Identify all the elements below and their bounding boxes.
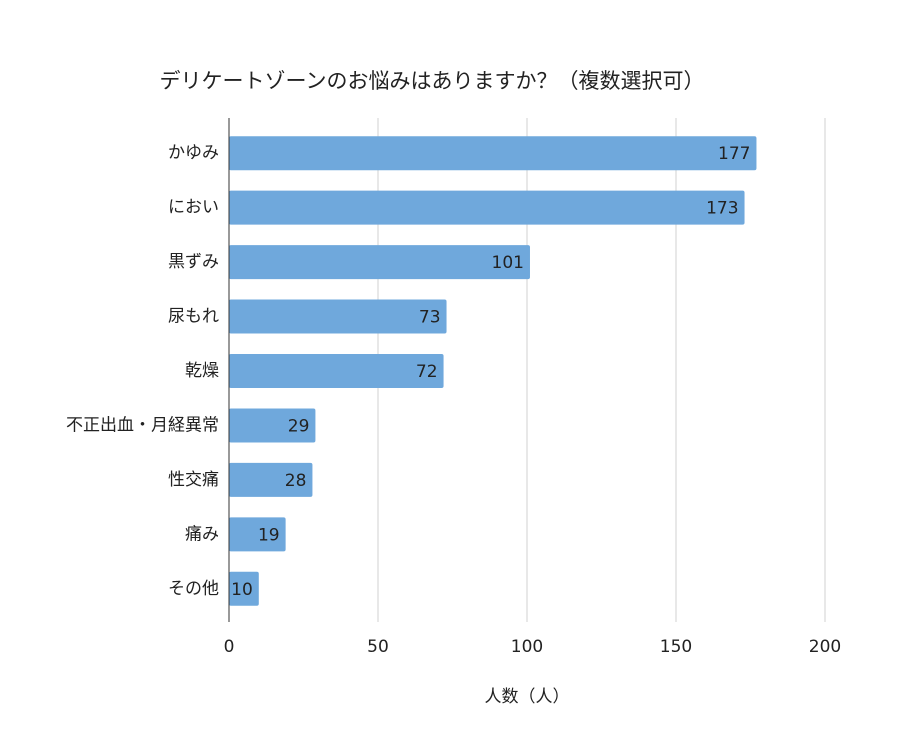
bar [229, 462, 313, 497]
data-label: 177 [718, 144, 750, 164]
x-tick-label: 0 [224, 637, 235, 657]
y-tick-label: 乾燥 [185, 361, 219, 381]
x-tick-label: 150 [660, 637, 692, 657]
x-axis-label: 人数（人） [485, 687, 570, 707]
data-label: 10 [231, 580, 253, 600]
y-tick-label: 不正出血・月経異常 [66, 415, 219, 435]
y-tick-label: 尿もれ [168, 307, 219, 327]
data-label: 72 [416, 362, 438, 382]
bar [229, 408, 316, 443]
y-tick-label: 痛み [185, 524, 219, 544]
y-tick-label: その他 [168, 579, 219, 599]
data-label: 73 [419, 308, 441, 328]
y-tick-label: 黒ずみ [168, 252, 219, 272]
bar [229, 245, 530, 280]
y-tick-label: 性交痛 [168, 470, 219, 490]
data-label: 101 [492, 253, 524, 273]
bar [229, 136, 757, 171]
bar [229, 571, 259, 606]
y-tick-label: におい [168, 198, 219, 218]
data-label: 29 [288, 416, 310, 436]
bar [229, 517, 286, 552]
x-tick-label: 100 [511, 637, 543, 657]
bar [229, 190, 745, 225]
chart-title: デリケートゾーンのお悩みはありますか？（複数選択可） [160, 69, 705, 93]
data-label: 173 [706, 199, 738, 219]
bar [229, 354, 444, 388]
data-label: 28 [285, 471, 307, 491]
x-tick-label: 50 [367, 637, 389, 657]
x-tick-label: 200 [809, 637, 841, 657]
bar [229, 299, 447, 334]
data-label: 19 [258, 525, 280, 545]
y-tick-label: かゆみ [168, 143, 219, 163]
